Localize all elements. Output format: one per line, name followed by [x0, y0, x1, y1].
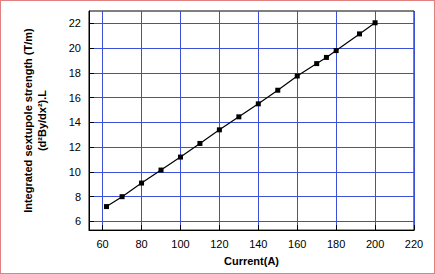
svg-text:14: 14 — [69, 116, 81, 128]
svg-text:80: 80 — [135, 238, 147, 250]
svg-text:160: 160 — [288, 238, 306, 250]
svg-text:(d²By/dx²).L: (d²By/dx²).L — [36, 90, 48, 151]
svg-text:60: 60 — [96, 238, 108, 250]
svg-text:6: 6 — [75, 215, 81, 227]
svg-text:Current(A): Current(A) — [224, 255, 279, 267]
svg-text:22: 22 — [69, 17, 81, 29]
svg-text:8: 8 — [75, 191, 81, 203]
svg-text:12: 12 — [69, 141, 81, 153]
svg-text:Integrated sextupole strength: Integrated sextupole strength (T/m) — [22, 28, 34, 213]
svg-text:140: 140 — [249, 238, 267, 250]
svg-text:200: 200 — [366, 238, 384, 250]
svg-text:180: 180 — [327, 238, 345, 250]
svg-text:220: 220 — [405, 238, 423, 250]
svg-text:18: 18 — [69, 67, 81, 79]
svg-text:120: 120 — [210, 238, 228, 250]
svg-text:20: 20 — [69, 42, 81, 54]
svg-text:10: 10 — [69, 166, 81, 178]
svg-text:100: 100 — [171, 238, 189, 250]
svg-text:16: 16 — [69, 92, 81, 104]
